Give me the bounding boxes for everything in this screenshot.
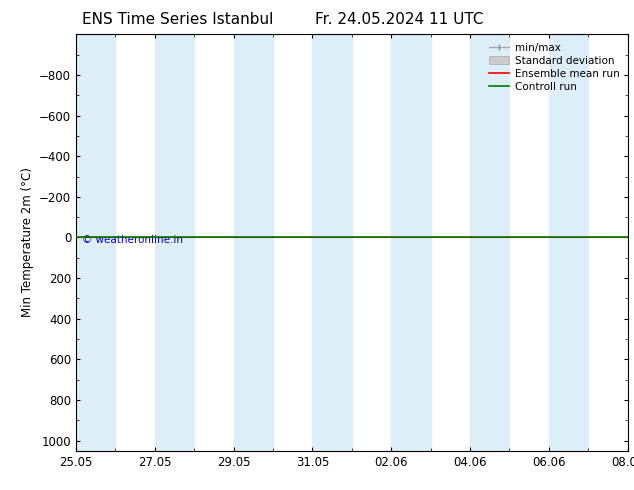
Bar	[391, 34, 430, 451]
Text: Fr. 24.05.2024 11 UTC: Fr. 24.05.2024 11 UTC	[315, 12, 484, 27]
Bar	[549, 34, 588, 451]
Bar	[313, 34, 352, 451]
Bar	[234, 34, 273, 451]
Bar	[470, 34, 510, 451]
Text: ENS Time Series Istanbul: ENS Time Series Istanbul	[82, 12, 273, 27]
Legend: min/max, Standard deviation, Ensemble mean run, Controll run: min/max, Standard deviation, Ensemble me…	[486, 40, 623, 95]
Text: © weatheronline.in: © weatheronline.in	[82, 236, 183, 245]
Bar	[76, 34, 115, 451]
Y-axis label: Min Temperature 2m (°C): Min Temperature 2m (°C)	[20, 168, 34, 318]
Bar	[155, 34, 194, 451]
